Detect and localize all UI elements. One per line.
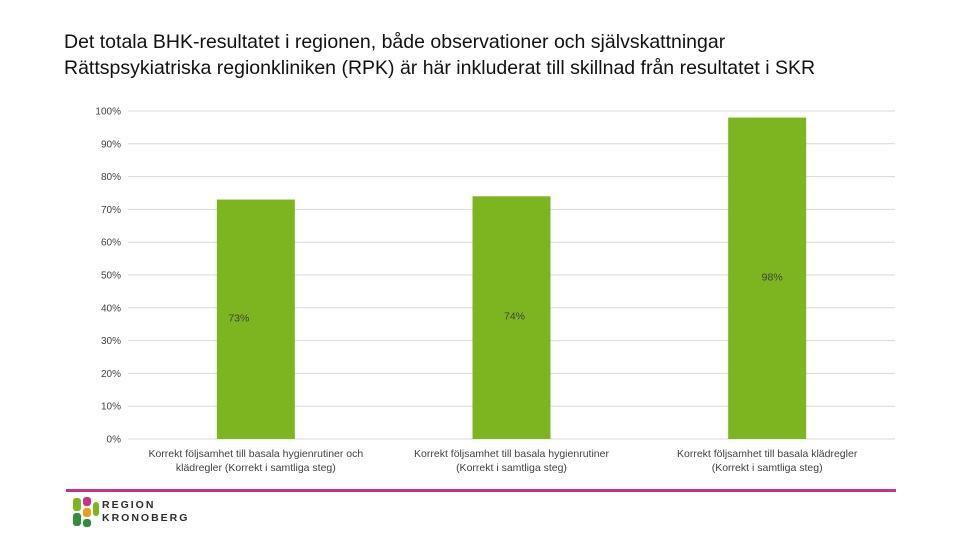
x-category-label: Korrekt följsamhet till basala hygienrut… [148,448,363,460]
bar [216,199,295,439]
bar [472,196,551,439]
y-tick-label: 100% [95,107,121,118]
region-kronoberg-logo: REGION KRONOBERG [72,496,192,530]
y-tick-label: 20% [101,369,121,380]
footer-divider [66,489,896,492]
title-line-1: Det totala BHK-resultatet i regionen, bå… [64,31,726,53]
y-tick-label: 0% [107,435,122,446]
x-category-label: Korrekt följsamhet till basala klädregle… [677,448,858,460]
x-category-label: (Korrekt i samtliga steg) [456,462,567,474]
data-label: 74% [504,311,525,323]
x-category-label: Korrekt följsamhet till basala hygienrut… [414,448,609,460]
region-logo-icon [73,497,99,527]
y-tick-label: 50% [101,271,121,282]
bar [728,117,807,439]
y-tick-label: 70% [101,205,121,216]
y-tick-label: 40% [101,303,121,314]
y-tick-label: 80% [101,172,121,183]
page-title: Det totala BHK-resultatet i regionen, bå… [64,29,944,81]
x-category-label: (Korrekt i samtliga steg) [712,462,823,474]
logo-text-line-1: REGION [102,499,156,511]
y-tick-label: 30% [101,336,121,347]
x-category-label: klädregler (Korrekt i samtliga steg) [176,462,336,474]
data-label: 98% [762,271,783,283]
y-tick-label: 10% [101,402,121,413]
y-tick-label: 60% [101,238,121,249]
title-line-2: Rättspsykiatriska regionkliniken (RPK) ä… [64,57,816,79]
data-label: 73% [228,312,249,324]
y-tick-label: 90% [101,139,121,150]
logo-text-line-2: KRONOBERG [102,512,190,524]
